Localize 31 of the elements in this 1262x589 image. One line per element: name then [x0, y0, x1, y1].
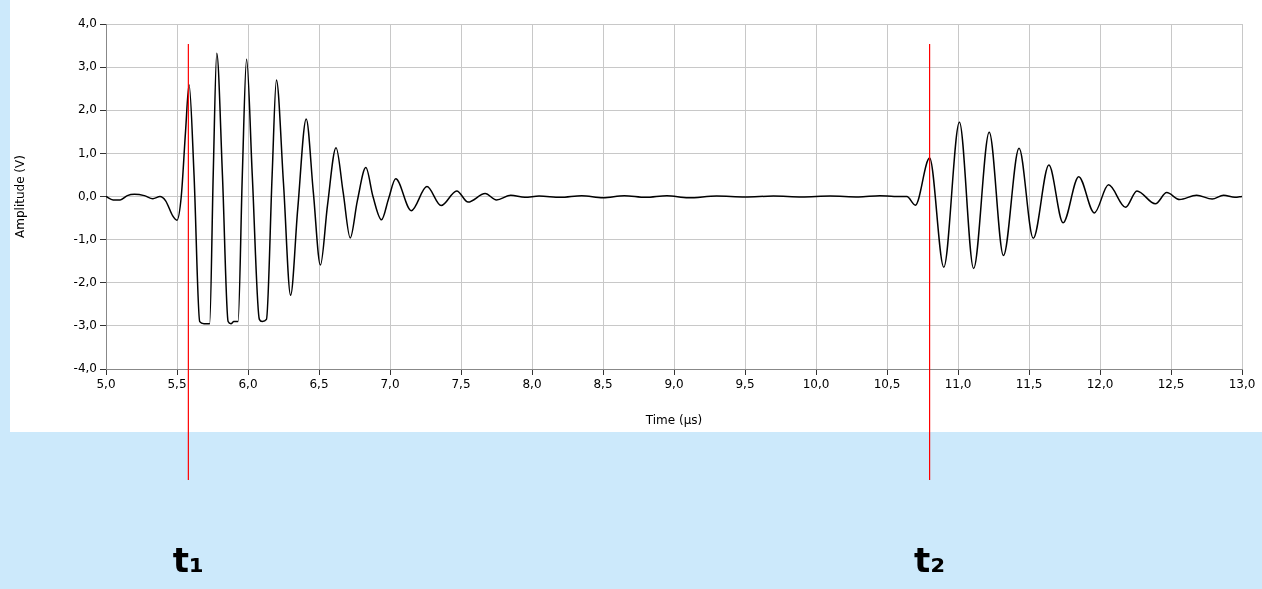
x-axis-title: Time (µs) [644, 412, 703, 427]
x-tick-label: 8,0 [522, 377, 542, 392]
ref-line-label: t₁ [172, 540, 204, 580]
ref-line-label: t₂ [914, 540, 946, 580]
x-tick-label: 7,5 [451, 377, 471, 392]
x-tick-label: 5,5 [167, 377, 187, 392]
x-tick-label: 10,0 [802, 377, 830, 392]
y-tick-label: -2,0 [73, 274, 97, 289]
x-tick-label: 9,0 [664, 377, 684, 392]
x-tick-label: 11,0 [944, 377, 972, 392]
y-tick-label: -4,0 [73, 361, 97, 376]
x-tick-label: 8,5 [593, 377, 613, 392]
x-tick-label: 6,0 [238, 377, 258, 392]
y-tick-label: 4,0 [77, 16, 97, 31]
x-tick-label: 7,0 [380, 377, 400, 392]
x-tick-label: 12,5 [1157, 377, 1185, 392]
y-tick-label: 0,0 [77, 188, 97, 203]
y-tick-label: 3,0 [77, 59, 97, 74]
y-tick-label: 1,0 [77, 145, 97, 160]
x-tick-label: 9,5 [735, 377, 755, 392]
x-tick-label: 13,0 [1228, 377, 1256, 392]
x-tick-label: 11,5 [1015, 377, 1043, 392]
y-tick-label: 2,0 [77, 102, 97, 117]
y-tick-label: -1,0 [73, 231, 97, 246]
y-tick-label: -3,0 [73, 318, 97, 332]
line-series [106, 52, 1242, 325]
x-tick-label: 10,5 [873, 377, 901, 392]
x-tick-label: 12,0 [1086, 377, 1114, 392]
x-tick-label: 6,5 [309, 377, 329, 392]
x-tick-label: 5,0 [96, 377, 116, 392]
y-axis-title: Amplitude (V) [13, 155, 28, 238]
